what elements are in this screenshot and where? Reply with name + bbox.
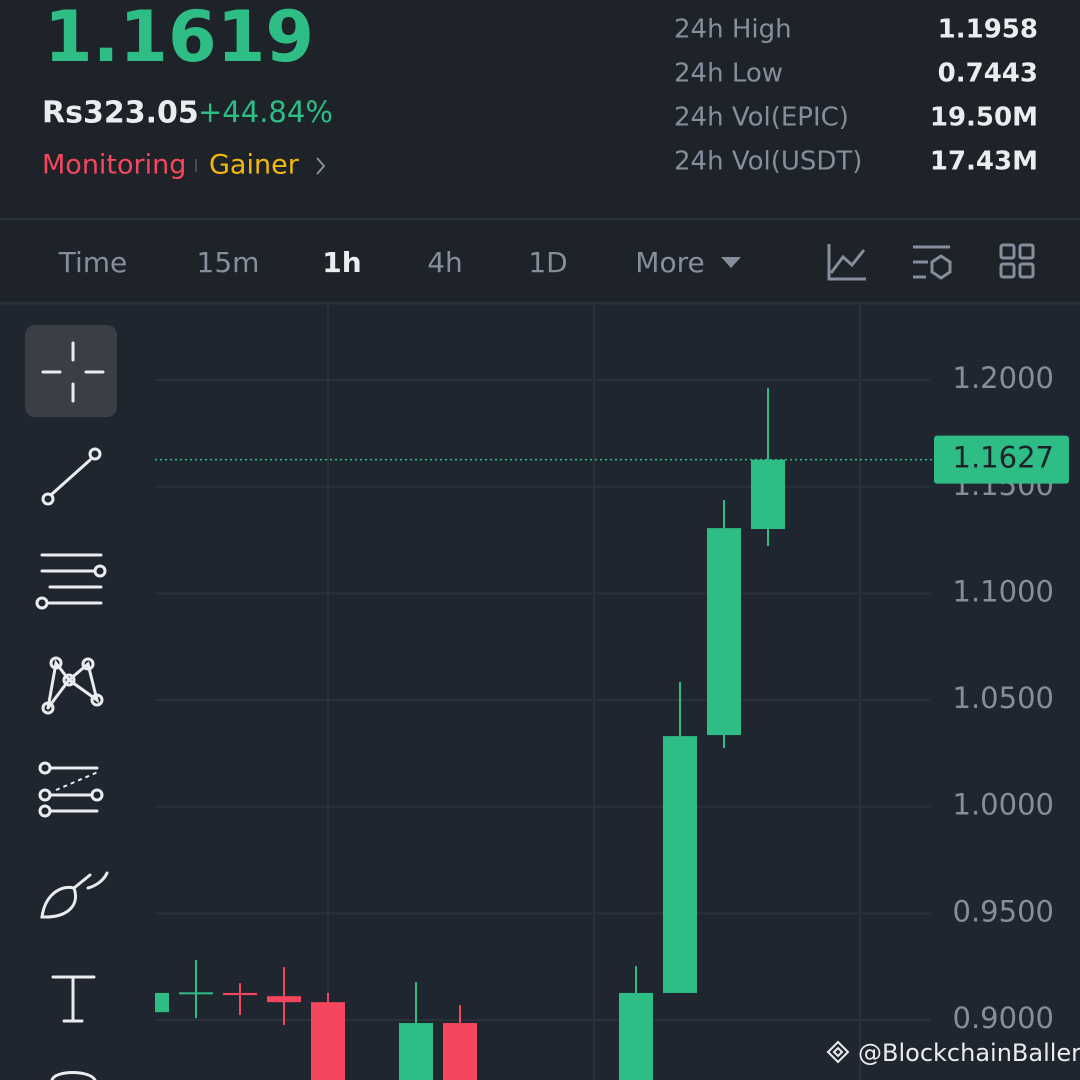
chevron[interactable] (316, 157, 326, 175)
layout-icon[interactable] (999, 243, 1035, 279)
tab[interactable]: Time (58, 246, 128, 279)
tab[interactable]: More (635, 246, 704, 279)
tab[interactable]: 15m (197, 246, 260, 279)
candles (155, 387, 785, 1080)
y-tick-label: 1.0000 (953, 788, 1054, 822)
pattern-tool[interactable] (41, 656, 104, 715)
y-tick-label: 1.0500 (953, 681, 1054, 715)
stat-value: 19.50M (930, 103, 1038, 133)
stat-label: 24h Vol(USDT) (674, 147, 862, 177)
change: +44.84% (198, 95, 333, 129)
y-tick-label: 0.9000 (953, 1001, 1054, 1035)
fib-tool[interactable] (38, 761, 104, 818)
tab[interactable]: 4h (427, 246, 463, 279)
crosshair-tool[interactable] (25, 325, 117, 417)
stat-label: 24h High (674, 15, 792, 45)
last-price-label: 1.1627 (953, 441, 1054, 475)
fiat-price: Rs323.05 (42, 96, 199, 131)
text-tool[interactable] (51, 975, 96, 1023)
chart-type-icon[interactable] (827, 244, 866, 281)
candle-body (399, 1023, 433, 1080)
stats: 24h High 1.1958 24h Low 0.7443 24h Vol(EPIC)… (674, 15, 1038, 177)
price: 1.1619 (44, 0, 314, 78)
candle-body (619, 992, 653, 1080)
indicator-icon[interactable] (913, 245, 952, 280)
parallel-tool[interactable] (35, 553, 107, 610)
tab[interactable]: 1D (528, 246, 567, 279)
tabs: Time 15m 1h 4h 1D More (58, 246, 705, 279)
crosshair-icon (41, 341, 105, 403)
more-tool[interactable] (50, 1071, 97, 1080)
candle-body (311, 1002, 345, 1080)
overlay: 1.1627 (155, 435, 1069, 484)
stat-value: 1.1958 (938, 15, 1038, 45)
stat-label: 24h Vol(EPIC) (674, 103, 849, 133)
toolbar (25, 325, 117, 1080)
candle-body (443, 1023, 477, 1080)
line-tool[interactable] (41, 447, 102, 506)
tag[interactable]: Gainer (209, 150, 300, 181)
candle-body (223, 992, 257, 996)
candle-body (707, 528, 741, 736)
watermark-logo (826, 1040, 850, 1064)
last-price-box (934, 435, 1069, 484)
candle-body (267, 996, 301, 1003)
chart-area (0, 303, 1080, 1080)
stat-value: 0.7443 (938, 59, 1038, 89)
watermark: @BlockchainBaller (858, 1039, 1080, 1067)
y-tick-label: 1.2000 (953, 361, 1054, 395)
stat-label: 24h Low (674, 59, 783, 89)
candle-body (751, 459, 785, 529)
candle-body (663, 736, 697, 993)
stat-value: 17.43M (930, 147, 1038, 177)
y-tick-label: 0.9500 (953, 894, 1054, 928)
dropdown-arrow[interactable] (721, 257, 741, 268)
candle-body (179, 992, 213, 995)
brush-tool[interactable] (40, 871, 109, 919)
tab[interactable]: 1h (322, 246, 361, 279)
candle-body (155, 992, 169, 1013)
y-tick-label: 1.1000 (953, 574, 1054, 608)
tag[interactable]: Monitoring (42, 150, 186, 181)
